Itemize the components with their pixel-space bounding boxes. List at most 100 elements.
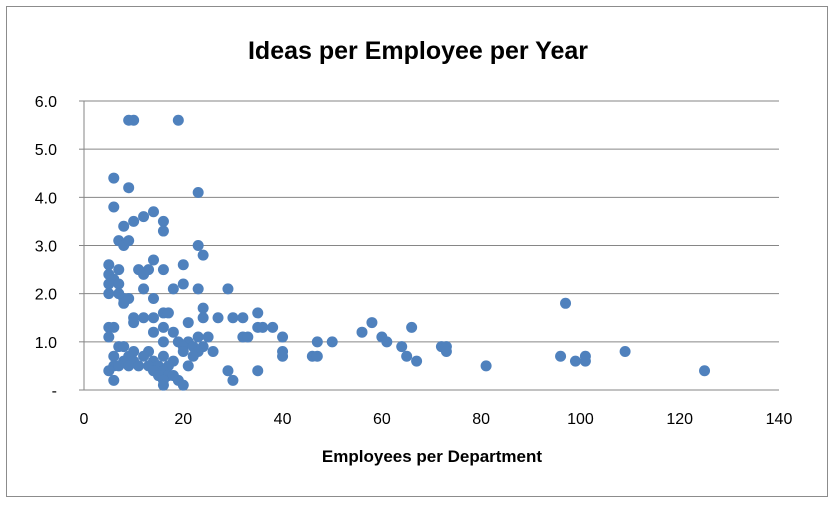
chart-frame — [6, 6, 828, 497]
data-point — [118, 220, 130, 232]
data-point — [123, 235, 135, 247]
y-tick-label: 5.0 — [35, 142, 57, 159]
data-point — [197, 249, 209, 261]
x-tick-label: 120 — [666, 411, 693, 428]
data-point — [555, 350, 567, 362]
data-point — [157, 379, 169, 391]
data-point — [187, 350, 199, 362]
x-tick-label: 100 — [567, 411, 594, 428]
data-point — [108, 201, 120, 213]
axes — [79, 100, 779, 391]
data-point — [103, 365, 115, 377]
data-point — [579, 355, 591, 367]
data-point — [569, 355, 581, 367]
data-point — [207, 345, 219, 357]
data-point — [560, 297, 572, 309]
data-point — [192, 283, 204, 295]
x-tick-label: 0 — [80, 411, 89, 428]
data-point — [366, 317, 378, 329]
data-point — [182, 317, 194, 329]
data-point — [277, 331, 289, 343]
data-point — [162, 307, 174, 319]
data-point — [222, 283, 234, 295]
data-point — [148, 292, 159, 304]
x-tick-label: 80 — [472, 411, 490, 428]
data-point — [197, 312, 209, 324]
x-tick-label: 40 — [274, 411, 292, 428]
data-point — [118, 341, 130, 353]
data-point — [108, 374, 120, 386]
data-point — [133, 360, 145, 372]
data-point — [252, 365, 264, 377]
data-point — [103, 331, 115, 343]
x-axis-label: Employees per Department — [322, 447, 542, 466]
data-point — [177, 379, 189, 391]
data-point — [267, 321, 279, 333]
chart-title: Ideas per Employee per Year — [248, 37, 588, 65]
data-point — [401, 350, 413, 362]
data-point — [157, 321, 169, 333]
data-point — [242, 331, 254, 343]
data-point — [157, 350, 169, 362]
data-point — [202, 331, 214, 343]
y-tick-label: 4.0 — [35, 190, 57, 207]
data-point — [177, 345, 189, 357]
data-point — [227, 374, 239, 386]
data-point — [480, 360, 492, 372]
data-point — [381, 336, 393, 348]
data-point — [157, 225, 169, 237]
data-point — [699, 365, 711, 377]
data-point — [148, 312, 159, 324]
data-point — [192, 240, 204, 251]
y-tick-label: - — [52, 383, 57, 400]
data-point — [311, 336, 323, 348]
data-point — [103, 288, 115, 300]
data-point — [177, 259, 189, 271]
data-point — [326, 336, 338, 348]
y-tick-label: 2.0 — [35, 287, 57, 304]
data-point — [277, 350, 289, 362]
data-point — [252, 307, 264, 319]
data-point — [212, 312, 224, 324]
data-point — [406, 321, 418, 333]
data-point — [138, 268, 150, 280]
y-tick-label: 6.0 — [35, 94, 57, 111]
data-point — [128, 215, 140, 227]
y-tick-label: 3.0 — [35, 239, 57, 256]
x-tick-label: 20 — [174, 411, 192, 428]
data-point — [113, 360, 125, 372]
data-point — [192, 187, 204, 199]
data-point — [138, 312, 150, 324]
data-point — [148, 326, 159, 338]
data-point — [138, 211, 150, 223]
data-point — [356, 326, 368, 338]
data-point — [227, 312, 239, 324]
data-point — [113, 264, 125, 276]
data-point — [440, 345, 452, 357]
data-point — [192, 331, 204, 343]
data-point — [148, 254, 159, 266]
data-point — [157, 336, 169, 348]
data-point — [103, 259, 115, 271]
data-points — [103, 114, 711, 391]
data-point — [172, 114, 184, 126]
data-point — [118, 297, 130, 309]
x-tick-label: 140 — [766, 411, 793, 428]
data-point — [619, 345, 631, 357]
x-tick-labels: 0 20 40 60 80 100 120 140 — [80, 411, 793, 428]
data-point — [167, 283, 179, 295]
data-point — [157, 264, 169, 276]
data-point — [237, 312, 249, 324]
data-point — [108, 172, 120, 184]
data-point — [123, 360, 135, 372]
data-point — [167, 326, 179, 338]
data-point — [177, 278, 189, 290]
data-point — [108, 321, 120, 333]
data-point — [128, 317, 140, 329]
data-point — [257, 321, 269, 333]
data-point — [411, 355, 423, 367]
data-point — [197, 302, 209, 314]
data-point — [103, 278, 115, 290]
x-tick-label: 60 — [373, 411, 391, 428]
